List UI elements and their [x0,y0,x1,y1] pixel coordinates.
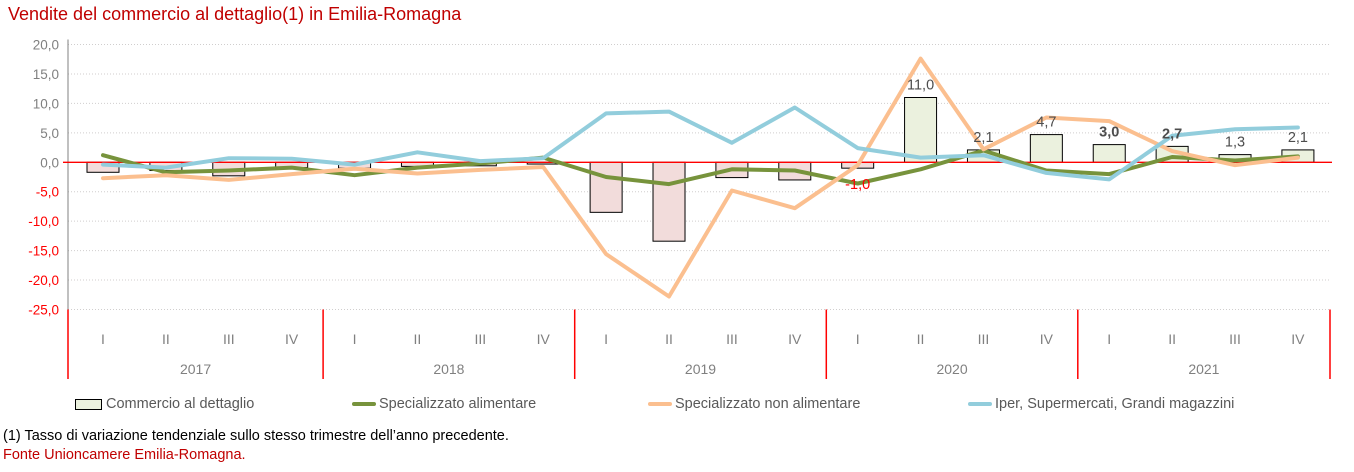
svg-text:2020: 2020 [936,361,967,377]
svg-text:I: I [604,331,608,347]
footnote-source: Fonte Unioncamere Emilia-Romagna. [3,447,246,463]
svg-text:15,0: 15,0 [33,67,59,82]
svg-text:-1,0: -1,0 [845,177,870,193]
page-title: Vendite del commercio al dettaglio(1) in… [8,4,462,24]
svg-text:II: II [917,331,925,347]
bar-swatch-icon [75,398,102,410]
svg-text:-20,0: -20,0 [28,273,59,288]
svg-text:I: I [856,331,860,347]
svg-text:III: III [726,331,738,347]
line-specializzato-alimentare [101,148,1300,187]
svg-text:II: II [414,331,422,347]
svg-text:10,0: 10,0 [33,96,59,111]
svg-text:2019: 2019 [685,361,716,377]
y-axis-labels: 20,0 15,0 10,0 5,0 0,0 -5,0 -10,0 -15,0 -20,0 -25… [28,38,59,318]
svg-text:III: III [475,331,487,347]
legend-item-iper: Iper, Supermercati, Grandi magazzini [968,394,1234,414]
svg-text:2017: 2017 [180,361,211,377]
svg-text:IV: IV [788,331,802,347]
x-axis-year-labels: 2017 2018 2019 2020 2021 [180,361,1220,377]
legend-item-commercio: Commercio al dettaglio [75,394,254,414]
svg-text:2021: 2021 [1188,361,1219,377]
legend-item-alimentare: Specializzato alimentare [352,394,536,414]
svg-text:3,0: 3,0 [1099,125,1119,141]
svg-text:4,7: 4,7 [1036,115,1056,131]
footnote-definition: (1) Tasso di variazione tendenziale sull… [3,428,509,444]
svg-text:2,7: 2,7 [1162,126,1182,142]
svg-text:III: III [1229,331,1241,347]
svg-text:-10,0: -10,0 [28,214,59,229]
x-axis-quarter-labels: I II III IV I II III IV I II III IV I II III IV I II III IV [101,331,1305,347]
bar-data-labels: -1,0 11,0 2,1 4,7 3,0 2,7 1,3 2,1 [845,78,1308,194]
line-swatch-icon [352,402,376,406]
svg-text:II: II [162,331,170,347]
svg-text:5,0: 5,0 [40,126,59,141]
svg-text:I: I [101,331,105,347]
legend-label: Iper, Supermercati, Grandi magazzini [995,396,1235,412]
svg-text:2,1: 2,1 [973,130,993,146]
retail-sales-chart: 20,0 15,0 10,0 5,0 0,0 -5,0 -10,0 -15,0 -20,0 -25… [28,38,1332,379]
line-iper-supermercati-grandi-magazzini [101,105,1300,182]
svg-text:II: II [1168,331,1176,347]
svg-text:-15,0: -15,0 [28,244,59,259]
svg-text:20,0: 20,0 [33,38,59,53]
svg-text:II: II [665,331,673,347]
legend-item-non-alimentare: Specializzato non alimentare [648,394,860,414]
year-separators [67,309,1331,379]
legend-label: Specializzato non alimentare [675,396,861,412]
svg-text:0,0: 0,0 [40,155,59,170]
legend-label: Specializzato alimentare [379,396,537,412]
svg-text:I: I [1107,331,1111,347]
gridlines [68,44,1330,310]
svg-text:III: III [978,331,990,347]
legend-label: Commercio al dettaglio [106,396,255,412]
svg-text:IV: IV [1291,331,1305,347]
chart-legend: Commercio al dettaglio Specializzato ali… [0,394,1354,414]
svg-text:2018: 2018 [433,361,464,377]
line-swatch-icon [648,402,672,406]
svg-text:I: I [353,331,357,347]
svg-text:IV: IV [537,331,551,347]
svg-text:2,1: 2,1 [1288,130,1308,146]
svg-text:11,0: 11,0 [907,78,934,94]
svg-text:-25,0: -25,0 [28,303,59,318]
svg-text:IV: IV [285,331,299,347]
svg-text:IV: IV [1040,331,1054,347]
svg-text:-5,0: -5,0 [36,185,59,200]
line-swatch-icon [968,402,992,406]
svg-text:1,3: 1,3 [1225,135,1245,151]
svg-text:III: III [223,331,235,347]
line-specializzato-non-alimentare [101,56,1300,299]
